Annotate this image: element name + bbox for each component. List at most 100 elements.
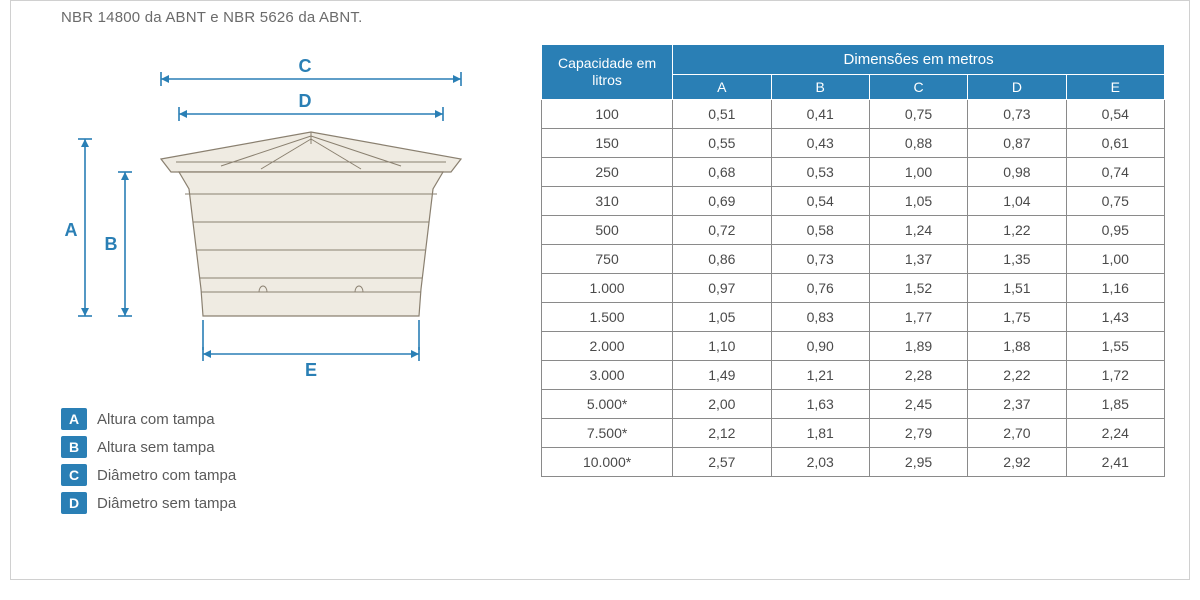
table-cell: 0,90 bbox=[771, 332, 869, 361]
table-row: 1500,550,430,880,870,61 bbox=[542, 129, 1165, 158]
th-col-d: D bbox=[968, 75, 1066, 100]
table-cell: 0,61 bbox=[1066, 129, 1164, 158]
dim-label-d: D bbox=[299, 91, 312, 111]
table-cell: 1,72 bbox=[1066, 361, 1164, 390]
table-cell: 0,88 bbox=[869, 129, 967, 158]
table-cell: 750 bbox=[542, 245, 673, 274]
table-cell: 5.000* bbox=[542, 390, 673, 419]
legend-text: Altura com tampa bbox=[97, 411, 215, 428]
table-cell: 1,89 bbox=[869, 332, 967, 361]
table-row: 7500,860,731,371,351,00 bbox=[542, 245, 1165, 274]
table-cell: 1,37 bbox=[869, 245, 967, 274]
table-cell: 1,21 bbox=[771, 361, 869, 390]
table-row: 3100,690,541,051,040,75 bbox=[542, 187, 1165, 216]
table-cell: 0,97 bbox=[673, 274, 771, 303]
table-cell: 1,51 bbox=[968, 274, 1066, 303]
table-cell: 100 bbox=[542, 100, 673, 129]
table-cell: 0,76 bbox=[771, 274, 869, 303]
table-cell: 0,43 bbox=[771, 129, 869, 158]
legend: A Altura com tampa B Altura sem tampa C … bbox=[61, 408, 501, 514]
legend-badge-d: D bbox=[61, 492, 87, 514]
tank-svg: C D bbox=[61, 44, 501, 394]
table-cell: 1,43 bbox=[1066, 303, 1164, 332]
table-cell: 1,63 bbox=[771, 390, 869, 419]
table-cell: 1,81 bbox=[771, 419, 869, 448]
legend-text: Diâmetro sem tampa bbox=[97, 495, 236, 512]
table-cell: 3.000 bbox=[542, 361, 673, 390]
th-capacity: Capacidade em litros bbox=[542, 45, 673, 100]
table-cell: 1,77 bbox=[869, 303, 967, 332]
table-row: 1.0000,970,761,521,511,16 bbox=[542, 274, 1165, 303]
table-row: 10.000*2,572,032,952,922,41 bbox=[542, 448, 1165, 477]
legend-row: A Altura com tampa bbox=[61, 408, 501, 430]
standards-text: NBR 14800 da ABNT e NBR 5626 da ABNT. bbox=[61, 9, 1165, 26]
table-cell: 0,54 bbox=[771, 187, 869, 216]
table-cell: 0,86 bbox=[673, 245, 771, 274]
table-cell: 2,95 bbox=[869, 448, 967, 477]
table-cell: 0,55 bbox=[673, 129, 771, 158]
table-cell: 2,00 bbox=[673, 390, 771, 419]
table-cell: 1,52 bbox=[869, 274, 967, 303]
table-cell: 0,83 bbox=[771, 303, 869, 332]
table-row: 7.500*2,121,812,792,702,24 bbox=[542, 419, 1165, 448]
table-cell: 0,69 bbox=[673, 187, 771, 216]
table-cell: 0,51 bbox=[673, 100, 771, 129]
table-row: 1.5001,050,831,771,751,43 bbox=[542, 303, 1165, 332]
table-cell: 2,24 bbox=[1066, 419, 1164, 448]
table-cell: 2,22 bbox=[968, 361, 1066, 390]
content-row: C D bbox=[61, 44, 1165, 520]
th-col-a: A bbox=[673, 75, 771, 100]
table-cell: 0,54 bbox=[1066, 100, 1164, 129]
table-row: 5.000*2,001,632,452,371,85 bbox=[542, 390, 1165, 419]
th-col-b: B bbox=[771, 75, 869, 100]
table-cell: 1,00 bbox=[1066, 245, 1164, 274]
table-cell: 1,88 bbox=[968, 332, 1066, 361]
legend-text: Altura sem tampa bbox=[97, 439, 215, 456]
table-cell: 0,68 bbox=[673, 158, 771, 187]
table-cell: 2,70 bbox=[968, 419, 1066, 448]
table-row: 3.0001,491,212,282,221,72 bbox=[542, 361, 1165, 390]
table-cell: 0,95 bbox=[1066, 216, 1164, 245]
table-cell: 2,92 bbox=[968, 448, 1066, 477]
table-cell: 0,73 bbox=[771, 245, 869, 274]
table-cell: 1,04 bbox=[968, 187, 1066, 216]
table-cell: 0,74 bbox=[1066, 158, 1164, 187]
legend-text: Diâmetro com tampa bbox=[97, 467, 236, 484]
legend-row: B Altura sem tampa bbox=[61, 436, 501, 458]
table-cell: 7.500* bbox=[542, 419, 673, 448]
table-cell: 1,10 bbox=[673, 332, 771, 361]
table-cell: 0,72 bbox=[673, 216, 771, 245]
table-cell: 2,12 bbox=[673, 419, 771, 448]
table-cell: 1,22 bbox=[968, 216, 1066, 245]
table-row: 2500,680,531,000,980,74 bbox=[542, 158, 1165, 187]
table-cell: 0,98 bbox=[968, 158, 1066, 187]
table-cell: 1,00 bbox=[869, 158, 967, 187]
table-cell: 1,24 bbox=[869, 216, 967, 245]
table-cell: 1,05 bbox=[673, 303, 771, 332]
table-row: 2.0001,100,901,891,881,55 bbox=[542, 332, 1165, 361]
right-panel: Capacidade em litros Dimensões em metros… bbox=[541, 44, 1165, 477]
table-cell: 500 bbox=[542, 216, 673, 245]
table-cell: 150 bbox=[542, 129, 673, 158]
th-col-e: E bbox=[1066, 75, 1164, 100]
legend-row: C Diâmetro com tampa bbox=[61, 464, 501, 486]
table-cell: 2,37 bbox=[968, 390, 1066, 419]
tank-diagram: C D bbox=[61, 44, 501, 394]
legend-row: D Diâmetro sem tampa bbox=[61, 492, 501, 514]
table-cell: 0,73 bbox=[968, 100, 1066, 129]
table-cell: 1.500 bbox=[542, 303, 673, 332]
table-cell: 1.000 bbox=[542, 274, 673, 303]
table-row: 1000,510,410,750,730,54 bbox=[542, 100, 1165, 129]
table-cell: 2,28 bbox=[869, 361, 967, 390]
table-row: 5000,720,581,241,220,95 bbox=[542, 216, 1165, 245]
table-cell: 0,58 bbox=[771, 216, 869, 245]
legend-badge-c: C bbox=[61, 464, 87, 486]
table-cell: 2,45 bbox=[869, 390, 967, 419]
dim-label-b: B bbox=[105, 234, 118, 254]
table-cell: 1,05 bbox=[869, 187, 967, 216]
table-head: Capacidade em litros Dimensões em metros… bbox=[542, 45, 1165, 100]
table-cell: 10.000* bbox=[542, 448, 673, 477]
table-cell: 2,41 bbox=[1066, 448, 1164, 477]
table-cell: 1,55 bbox=[1066, 332, 1164, 361]
table-cell: 0,53 bbox=[771, 158, 869, 187]
